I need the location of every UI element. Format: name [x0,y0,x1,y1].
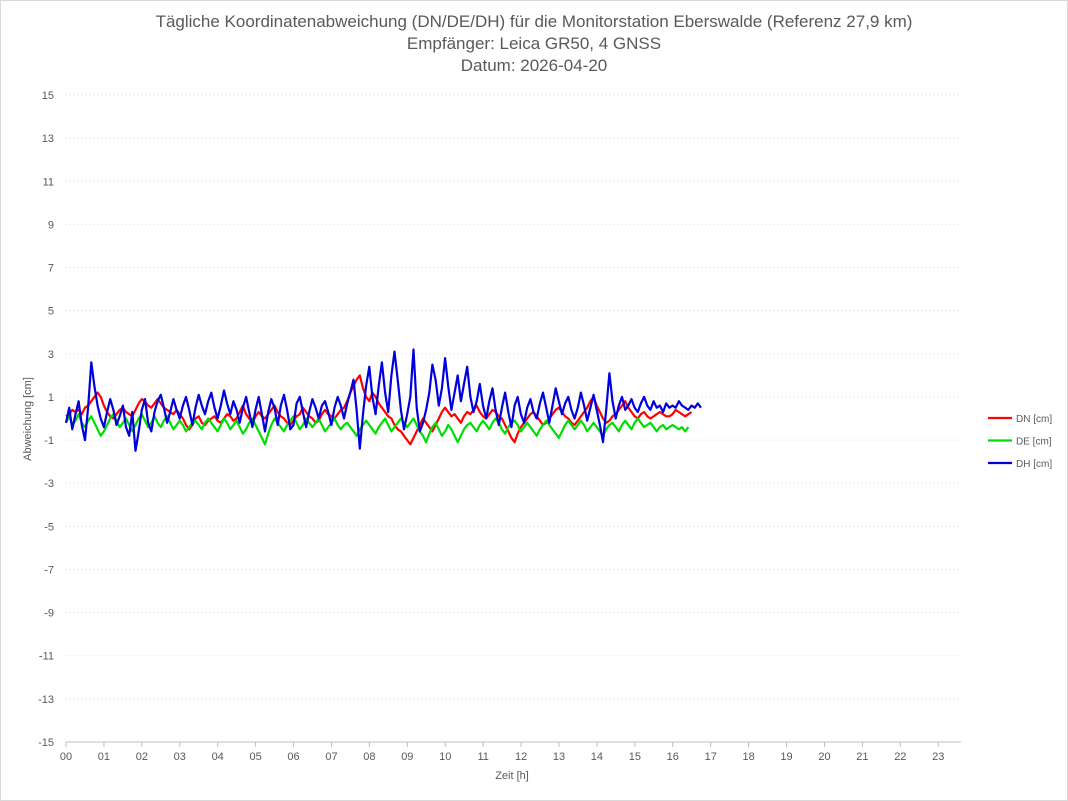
x-tick-label: 21 [856,751,868,763]
series-line [64,348,702,452]
x-tick-label: 10 [439,751,451,763]
x-tick-label: 04 [212,751,224,763]
x-tick-label: 15 [629,751,641,763]
x-tick-label: 13 [553,751,565,763]
y-tick-label: -5 [44,521,54,533]
x-axis-label: Zeit [h] [495,770,529,782]
y-tick-label: 3 [48,349,54,361]
x-tick-label: 17 [705,751,717,763]
y-tick-label: -3 [44,478,54,490]
y-tick-label: 15 [42,90,54,102]
chart-subtitle-receiver: Empfänger: Leica GR50, 4 GNSS [406,34,662,53]
series-lines [64,348,702,452]
x-tick-label: 00 [60,751,72,763]
legend-label: DN [cm] [1016,414,1052,425]
legend: DN [cm] DE [cm] DH [cm] [988,414,1052,470]
x-tick-label: 18 [743,751,755,763]
x-tick-label: 20 [818,751,830,763]
x-tick-label: 11 [477,751,488,763]
y-axis-label: Abweichung [cm] [22,377,34,461]
y-tick-label: -9 [44,608,54,620]
y-tick-label: 1 [48,392,54,404]
y-tick-label: 7 [48,263,54,275]
legend-label: DH [cm] [1016,459,1052,470]
y-tick-label: 11 [43,176,54,188]
chart-subtitle-date: Datum: 2026-04-20 [460,56,608,75]
x-tick-label: 23 [932,751,944,763]
x-tick-label: 09 [401,751,413,763]
x-tick-label: 06 [287,751,299,763]
x-tick-label: 12 [515,751,527,763]
x-tick-label: 22 [894,751,906,763]
x-tick-label: 02 [136,751,148,763]
x-tick-label: 03 [174,751,186,763]
chart-title: Tägliche Koordinatenabweichung (DN/DE/DH… [155,12,913,31]
x-tick-label: 07 [325,751,337,763]
y-tick-label: -11 [39,651,54,663]
y-tick-label: -13 [38,694,54,706]
chart-title-block: Tägliche Koordinatenabweichung (DN/DE/DH… [1,11,1067,77]
series-line [65,413,690,446]
x-tick-label: 01 [98,751,110,763]
y-tick-label: 13 [42,133,54,145]
x-tick-label: 05 [249,751,261,763]
x-tick-label: 19 [780,751,792,763]
y-tick-label: 9 [48,219,54,231]
y-tick-label: -7 [44,564,54,576]
x-tick-label: 16 [667,751,679,763]
x-tick-label: 14 [591,751,603,763]
y-tick-label: -1 [44,435,54,447]
y-tick-label: -15 [38,737,54,749]
y-tick-label: 5 [48,306,54,318]
legend-label: DE [cm] [1016,437,1052,448]
x-tick-label: 08 [363,751,375,763]
axes: 15 13 11 9 7 5 3 1 -1 -3 -5 -7 -9 -11 -13 -15 00 01 02 03 04… [38,90,961,763]
